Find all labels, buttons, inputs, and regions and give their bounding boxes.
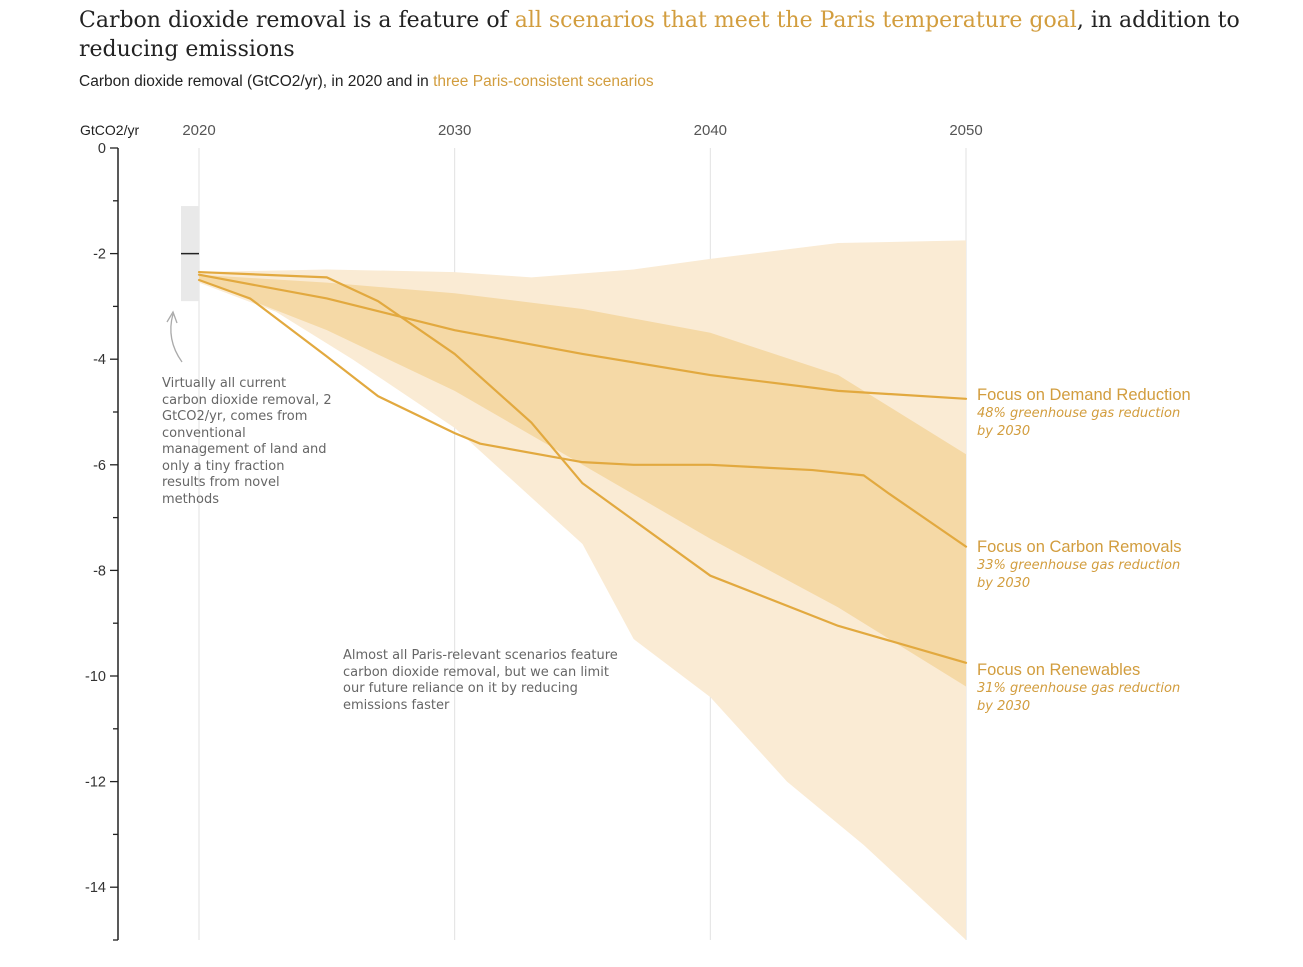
current-removal-note: Virtually all current carbon dioxide rem… — [162, 376, 332, 507]
chart-subtitle: Carbon dioxide removal (GtCO2/yr), in 20… — [79, 73, 1279, 91]
y-tick-label--6: -6 — [93, 458, 106, 474]
x-tick-label-2040: 2040 — [694, 122, 727, 139]
annotation-arrowhead-icon — [166, 310, 178, 324]
series-label-renewables: Focus on Carbon Removals 33% greenhouse … — [977, 537, 1297, 593]
series-label-demand-reduction: Focus on Demand Reduction 48% greenhouse… — [977, 385, 1297, 441]
y-tick-label--4: -4 — [93, 352, 106, 368]
y-tick-label--14: -14 — [85, 880, 106, 896]
series-line-renewables — [197, 270, 968, 664]
scenario-lines — [197, 270, 968, 664]
y-axis-unit-label: GtCO2/yr — [80, 122, 139, 138]
series-name: Focus on Demand Reduction — [977, 386, 1191, 404]
series-line-carbon-removals — [197, 278, 968, 548]
annotation-arrow — [170, 313, 183, 363]
y-tick-label--2: -2 — [93, 247, 106, 263]
scenarios-note: Almost all Paris-relevant scenarios feat… — [343, 648, 618, 713]
y-axis: 0 -2 -4 -6 -8 -10 -12 -14 — [85, 141, 119, 941]
x-tick-label-2020: 2020 — [182, 122, 215, 139]
subtitle-text: Carbon dioxide removal (GtCO2/yr), in 20… — [79, 73, 434, 90]
y-tick-label-0: 0 — [98, 141, 106, 157]
y-tick-label--8: -8 — [93, 563, 106, 579]
title-highlight: all scenarios that meet the Paris temper… — [514, 8, 1077, 33]
x-tick-label-2030: 2030 — [438, 122, 471, 139]
x-tick-label-2050: 2050 — [949, 122, 982, 139]
series-description: 33% greenhouse gas reduction by 2030 — [977, 558, 1181, 591]
series-description: 48% greenhouse gas reduction by 2030 — [977, 406, 1181, 439]
y-tick-label--12: -12 — [85, 775, 106, 791]
subtitle-highlight: three Paris-consistent scenarios — [433, 73, 654, 90]
current-removal-range — [181, 206, 199, 302]
series-label-carbon-removals: Focus on Renewables 31% greenhouse gas r… — [977, 660, 1297, 716]
series-description: 31% greenhouse gas reduction by 2030 — [977, 681, 1181, 714]
band-inner — [199, 274, 966, 687]
scenario-bands — [199, 240, 966, 940]
series-line-demand-reduction — [197, 273, 968, 400]
series-name: Focus on Carbon Removals — [977, 538, 1182, 556]
y-tick-label--10: -10 — [85, 669, 106, 685]
series-name: Focus on Renewables — [977, 661, 1141, 679]
chart-title: Carbon dioxide removal is a feature of a… — [79, 6, 1279, 64]
x-axis-ticks: 2020 2030 2040 2050 — [182, 122, 982, 139]
title-text: Carbon dioxide removal is a feature of — [79, 8, 515, 33]
title-text-end: , in addition to reducing emissions — [79, 8, 1240, 62]
